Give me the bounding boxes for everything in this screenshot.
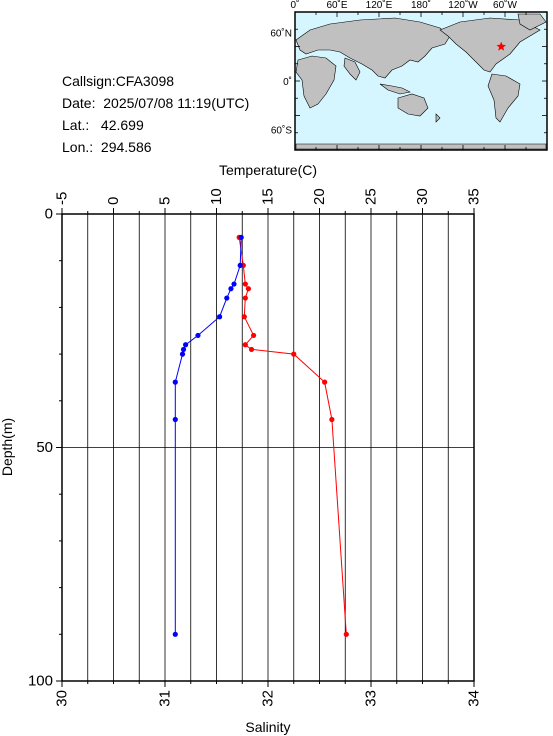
temperature-tick-label: 15 xyxy=(260,188,277,205)
temperature-point xyxy=(248,346,255,353)
date-text: Date: 2025/07/08 11:19(UTC) xyxy=(62,95,250,111)
temperature-point xyxy=(329,416,335,423)
map-lon-label: 0˚ xyxy=(291,0,300,11)
salinity-tick-label: 33 xyxy=(363,690,380,707)
depth-axis-label: Depth(m) xyxy=(0,418,15,476)
map-lon-labels: 0˚ 60˚E 120˚E 180˚ 120˚W 60˚W xyxy=(291,0,518,11)
land-nz xyxy=(435,113,441,123)
temperature-point xyxy=(242,295,248,301)
salinity-point xyxy=(228,286,234,292)
land-india xyxy=(343,57,361,81)
land-greenland xyxy=(517,13,547,31)
land-north-america xyxy=(439,17,541,73)
land-south-america xyxy=(487,73,521,123)
salinity-point xyxy=(172,631,178,637)
temperature-tick-label: 0 xyxy=(105,197,122,205)
map-lon-label: 60˚W xyxy=(493,0,517,11)
temperature-point xyxy=(241,314,247,320)
salinity-point xyxy=(216,314,223,320)
temperature-tick-label: 30 xyxy=(414,188,431,205)
salinity-ticks: 30 31 32 33 34 xyxy=(54,681,483,707)
map-lon-label: 120˚W xyxy=(448,0,478,11)
salinity-point xyxy=(238,234,244,240)
salinity-point xyxy=(231,281,237,287)
map-lon-label: 120˚E xyxy=(366,0,393,11)
temperature-point xyxy=(242,281,248,287)
depth-ticks: 0 50 100 xyxy=(28,206,62,690)
land-indonesia xyxy=(379,83,411,95)
series-layer xyxy=(172,234,349,637)
plot-grid xyxy=(62,214,474,681)
salinity-axis-label: Salinity xyxy=(245,719,290,735)
temperature-point xyxy=(322,379,328,385)
salinity-point xyxy=(180,346,187,353)
station-marker xyxy=(496,41,506,51)
land-eurasia xyxy=(295,17,451,79)
station-star xyxy=(496,41,506,51)
temperature-tick-label: 5 xyxy=(157,197,174,205)
salinity-series-line xyxy=(174,237,242,635)
land-africa xyxy=(295,55,337,109)
salinity-point xyxy=(195,332,201,339)
map-lon-label: 180˚ xyxy=(411,0,431,11)
temperature-ticks: -5 0 5 10 15 20 25 30 35 xyxy=(54,188,483,214)
land-australia xyxy=(397,93,429,117)
depth-tick-label: 100 xyxy=(28,673,53,690)
temperature-series-line xyxy=(238,237,347,635)
temperature-tick-label: 35 xyxy=(466,188,483,205)
temperature-point xyxy=(250,332,257,339)
depth-tick-label: 0 xyxy=(45,206,53,223)
map-lat-labels: 60˚N 0˚ 60˚S xyxy=(270,28,292,137)
station-info: Callsign:CFA3098 Date: 2025/07/08 11:19(… xyxy=(62,70,249,158)
latitude-text: Lat.: 42.699 xyxy=(62,117,144,133)
salinity-tick-label: 31 xyxy=(157,690,174,707)
temperature-point xyxy=(242,342,248,348)
temperature-tick-label: 25 xyxy=(363,188,380,205)
salinity-tick-label: 32 xyxy=(260,690,277,707)
salinity-point xyxy=(224,295,230,301)
map-land xyxy=(295,13,547,150)
map-lat-label: 0˚ xyxy=(283,76,292,88)
salinity-point xyxy=(179,351,186,357)
longitude-text: Lon.: 294.586 xyxy=(62,139,152,155)
temperature-point xyxy=(343,631,349,637)
salinity-tick-label: 30 xyxy=(54,690,71,707)
map-lat-label: 60˚S xyxy=(271,124,292,136)
salinity-point xyxy=(237,262,243,268)
map-ticks xyxy=(294,11,548,151)
world-map: 0˚ 60˚E 120˚E 180˚ 120˚W 60˚W 60˚N 0˚ 60˚S xyxy=(270,0,548,151)
temperature-point xyxy=(291,351,297,357)
salinity-tick-label: 34 xyxy=(466,690,483,707)
temperature-point xyxy=(245,286,252,292)
temperature-tick-label: 20 xyxy=(311,188,328,205)
map-lat-label: 60˚N xyxy=(270,28,292,40)
map-lon-label: 60˚E xyxy=(326,0,347,11)
callsign-text: Callsign:CFA3098 xyxy=(62,73,175,89)
temperature-tick-label: 10 xyxy=(208,188,225,205)
depth-tick-label: 50 xyxy=(36,439,53,456)
salinity-point xyxy=(172,379,178,385)
temperature-tick-label: -5 xyxy=(54,192,71,205)
temperature-axis-label: Temperature(C) xyxy=(219,162,317,178)
salinity-point xyxy=(183,342,189,348)
salinity-point xyxy=(172,416,178,423)
